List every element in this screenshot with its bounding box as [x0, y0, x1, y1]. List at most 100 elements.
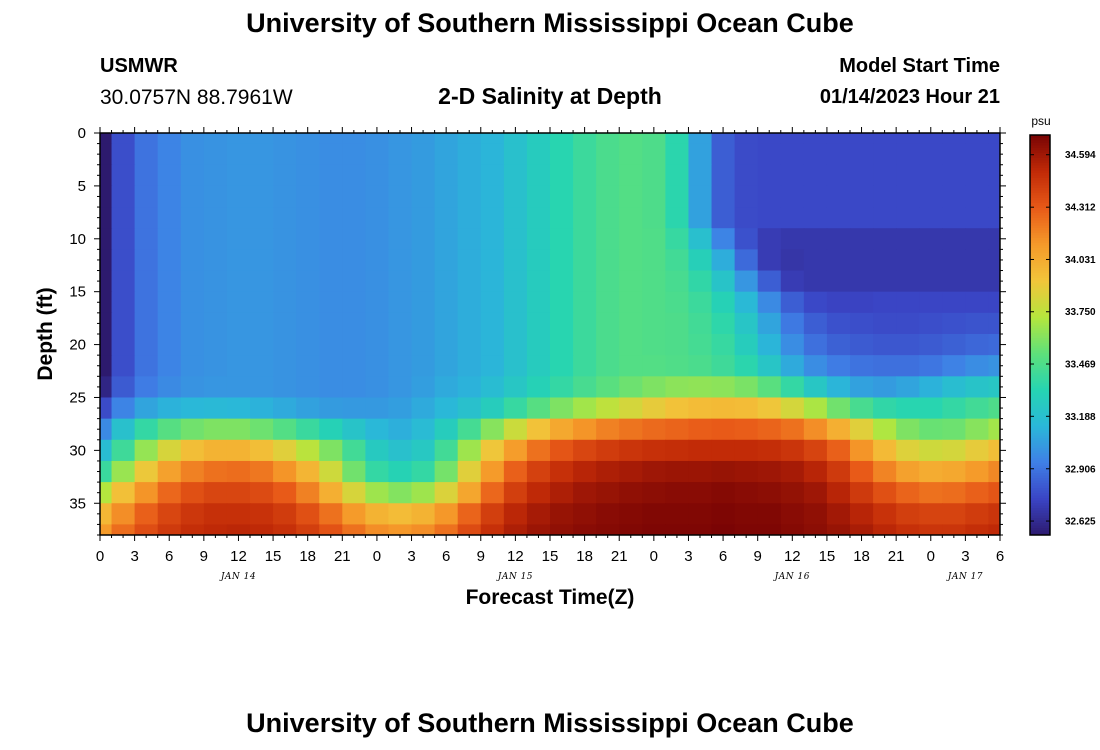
- heatmap-cell: [826, 439, 851, 462]
- heatmap-cell: [365, 312, 390, 335]
- heatmap-cell: [803, 355, 828, 377]
- heatmap-cell: [573, 503, 597, 526]
- colorbar-segment: [1030, 495, 1050, 498]
- heatmap-cell: [319, 460, 343, 483]
- heatmap-cell: [203, 482, 228, 504]
- heatmap-cell: [134, 270, 159, 293]
- colorbar-segment: [1030, 170, 1050, 173]
- heatmap-cell: [665, 312, 690, 335]
- heatmap-cell: [250, 397, 274, 420]
- heatmap-cell: [850, 397, 874, 420]
- heatmap-cell: [111, 334, 136, 356]
- heatmap-cell: [688, 207, 713, 229]
- colorbar-segment: [1030, 447, 1050, 451]
- heatmap-cell: [365, 228, 390, 250]
- heatmap-cell: [226, 185, 251, 208]
- heatmap-cell: [319, 185, 343, 208]
- heatmap-cell: [573, 312, 597, 335]
- colorbar-segment: [1030, 385, 1050, 388]
- colorbar-segment: [1030, 310, 1050, 313]
- heatmap-cell: [596, 133, 620, 145]
- heatmap-cell: [665, 249, 690, 272]
- heatmap-cell: [780, 207, 805, 229]
- heatmap-cell: [803, 270, 828, 293]
- colorbar-segment: [1030, 262, 1050, 266]
- heatmap-cell: [619, 355, 643, 377]
- heatmap-cell: [180, 249, 205, 272]
- x-tick-label: 6: [165, 548, 173, 565]
- heatmap-cell: [365, 334, 390, 356]
- heatmap-cell: [296, 482, 320, 504]
- heatmap-cell: [988, 376, 1000, 399]
- heatmap-cell: [480, 376, 505, 399]
- heatmap-cell: [942, 143, 966, 166]
- heatmap-cell: [342, 270, 366, 293]
- heatmap-cell: [642, 291, 666, 314]
- heatmap-cell: [111, 143, 136, 166]
- heatmap-cell: [573, 133, 597, 145]
- heatmap-cell: [342, 524, 366, 535]
- heatmap-cell: [111, 418, 136, 441]
- heatmap-cell: [503, 503, 528, 526]
- heatmap-cell: [826, 143, 851, 166]
- heatmap-cell: [988, 460, 1000, 483]
- heatmap-cell: [111, 312, 136, 335]
- heatmap-cell: [296, 418, 320, 441]
- heatmap-cell: [688, 460, 713, 483]
- heatmap-cell: [665, 270, 690, 293]
- heatmap-cell: [203, 397, 228, 420]
- heatmap-cell: [919, 291, 943, 314]
- heatmap-cell: [342, 355, 366, 377]
- heatmap-cell: [250, 376, 274, 399]
- heatmap-cell: [619, 185, 643, 208]
- heatmap-cell: [365, 133, 390, 145]
- heatmap-cell: [780, 482, 805, 504]
- x-date-label: JAN 15: [496, 572, 533, 582]
- heatmap-cell: [342, 439, 366, 462]
- heatmap-cell: [365, 249, 390, 272]
- colorbar-segment: [1030, 490, 1050, 493]
- heatmap-cell: [942, 376, 966, 399]
- colorbar-segment: [1030, 352, 1050, 356]
- heatmap-cell: [203, 524, 228, 535]
- heatmap-cell: [226, 334, 251, 356]
- heatmap-cell: [734, 312, 759, 335]
- heatmap-cell: [619, 312, 643, 335]
- heatmap-cell: [226, 460, 251, 483]
- heatmap-cell: [596, 418, 620, 441]
- heatmap-cell: [180, 270, 205, 293]
- heatmap-cell: [688, 164, 713, 187]
- heatmap-cell: [942, 312, 966, 335]
- heatmap-cell: [526, 270, 551, 293]
- heatmap-cell: [757, 503, 782, 526]
- colorbar-segment: [1030, 175, 1050, 178]
- heatmap-cell: [573, 228, 597, 250]
- heatmap-cell: [619, 397, 643, 420]
- heatmap-cell: [642, 503, 666, 526]
- heatmap-cell: [411, 418, 436, 441]
- heatmap-cell: [480, 355, 505, 377]
- heatmap-cell: [965, 270, 990, 293]
- heatmap-cell: [780, 164, 805, 187]
- heatmap-cell: [642, 418, 666, 441]
- heatmap-cell: [434, 355, 459, 377]
- heatmap-cell: [180, 143, 205, 166]
- heatmap-cell: [550, 164, 574, 187]
- heatmap-cell: [480, 270, 505, 293]
- heatmap-cell: [342, 133, 366, 145]
- heatmap-cell: [642, 164, 666, 187]
- heatmap-cell: [642, 460, 666, 483]
- heatmap-cell: [388, 439, 413, 462]
- heatmap-cell: [619, 334, 643, 356]
- heatmap-cell: [226, 397, 251, 420]
- heatmap-cell: [942, 228, 966, 250]
- heatmap-cell: [526, 133, 551, 145]
- heatmap-cell: [642, 334, 666, 356]
- heatmap-cell: [757, 376, 782, 399]
- heatmap-cell: [896, 397, 920, 420]
- heatmap-cell: [711, 334, 736, 356]
- heatmap-cell: [965, 376, 990, 399]
- heatmap-cell: [296, 249, 320, 272]
- heatmap-cell: [503, 334, 528, 356]
- colorbar-tick-label: 34.312: [1065, 203, 1096, 214]
